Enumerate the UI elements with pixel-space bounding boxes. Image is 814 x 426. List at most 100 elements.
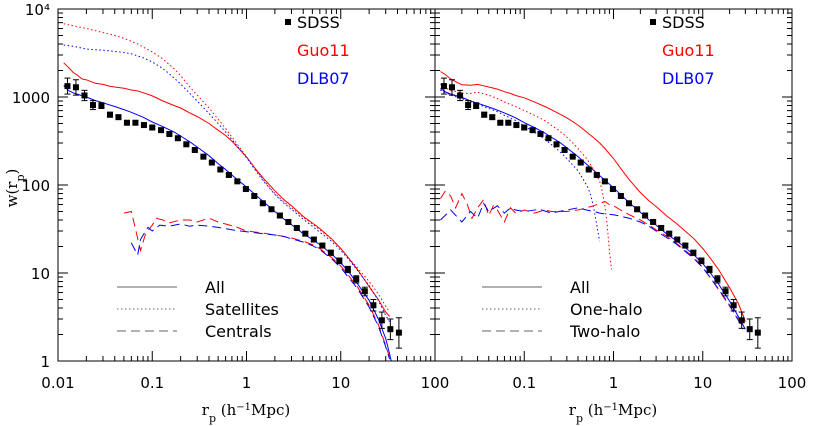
left-sdss-point — [81, 89, 88, 102]
right-legend-sdss-marker — [650, 19, 656, 25]
left-sdss-point — [140, 122, 147, 129]
left-sdss-point — [217, 166, 224, 173]
panel-right: SDSS Guo11 DLB07 All One-halo Two-halo rp (h−… — [434, 8, 806, 425]
left-sdss-point — [166, 130, 173, 137]
left-sdss-point — [251, 192, 258, 199]
left-sdss-point — [106, 111, 113, 118]
left-sdss-point — [234, 178, 241, 185]
right-sdss-point — [529, 127, 536, 134]
left-sdss-point — [268, 206, 275, 213]
left-sdss-point — [293, 224, 300, 231]
right-sdss-point — [473, 102, 480, 110]
right-sdss-points — [440, 77, 761, 349]
y-tick-label: 1000 — [12, 89, 50, 107]
right-sdss-point — [457, 89, 464, 102]
right-sdss-point — [513, 122, 520, 129]
left-legend-dashed-label: Centrals — [205, 322, 272, 341]
right-sdss-point — [505, 119, 512, 126]
y-tick-label: 10 — [31, 265, 50, 283]
left-sdss-point — [149, 124, 156, 131]
left-sdss-point — [387, 318, 394, 341]
left-sdss-point — [72, 79, 79, 96]
right-sdss-point — [569, 153, 576, 160]
right-legend-dotted-label: One-halo — [570, 300, 643, 319]
right-sdss-point — [738, 311, 745, 329]
left-sdss-point — [319, 242, 326, 249]
left-legend-dlb07-label: DLB07 — [297, 69, 350, 88]
left-sdss-point — [98, 102, 105, 110]
y-tick-label: 10⁴ — [25, 1, 50, 19]
right-dlb07-dotted-line — [440, 89, 601, 242]
left-legend-dotted-label: Satellites — [205, 300, 279, 319]
left-sdss-point — [285, 218, 292, 225]
right-legend-dashed-label: Two-halo — [569, 322, 640, 341]
left-sdss-point — [89, 100, 96, 111]
right-sdss-point — [448, 79, 455, 96]
right-guo11-solid-line — [440, 71, 746, 322]
right-x-tick-label: 10 — [693, 374, 712, 392]
right-sdss-point — [754, 317, 761, 349]
left-sdss-point — [132, 119, 139, 126]
right-dlb07-dashed-line — [440, 202, 744, 330]
panel-left: SDSS Guo11 DLB07 All Satellites Centrals rp (… — [12, 1, 450, 425]
left-legend: SDSS Guo11 DLB07 All Satellites Centrals — [117, 13, 350, 341]
right-legend: SDSS Guo11 DLB07 All One-halo Two-halo — [482, 13, 715, 341]
left-sdss-point — [64, 77, 71, 95]
left-sdss-point — [259, 200, 266, 207]
left-sdss-point — [378, 311, 385, 329]
right-sdss-point — [682, 242, 689, 249]
right-sdss-point — [634, 206, 641, 213]
left-dlb07-dashed-line — [130, 223, 391, 360]
right-sdss-point — [722, 286, 729, 297]
left-x-tick-label: 0.01 — [41, 374, 74, 392]
left-legend-guo11-label: Guo11 — [297, 41, 350, 60]
y-tick-label: 1 — [40, 353, 50, 371]
right-legend-solid-label: All — [570, 278, 590, 297]
right-sdss-point — [489, 114, 496, 121]
right-sdss-point — [561, 146, 568, 153]
left-sdss-point — [327, 249, 334, 256]
right-ticks — [434, 9, 792, 362]
left-x-tick-label: 100 — [421, 374, 450, 392]
left-sdss-point — [395, 317, 402, 349]
left-legend-solid-label: All — [205, 278, 225, 297]
left-sdss-point — [183, 141, 190, 148]
left-sdss-points — [64, 77, 402, 349]
left-sdss-point — [353, 275, 360, 284]
right-sdss-point — [617, 192, 624, 199]
right-sdss-point — [585, 166, 592, 173]
left-guo11-dashed-line — [123, 210, 391, 358]
right-sdss-point — [730, 298, 737, 312]
left-sdss-point — [225, 171, 232, 178]
left-sdss-point — [174, 135, 181, 142]
left-x-tick-label: 10 — [331, 374, 350, 392]
right-sdss-point — [609, 186, 616, 193]
right-series-layer — [439, 71, 746, 330]
left-guo11-dotted-line — [63, 23, 391, 313]
right-sdss-point — [690, 249, 697, 256]
left-sdss-point — [115, 114, 122, 121]
right-legend-sdss-label: SDSS — [662, 13, 705, 32]
right-x-axis-title: rp (h−1Mpc) — [569, 401, 657, 425]
left-sdss-point — [276, 212, 283, 219]
left-sdss-point — [310, 236, 317, 243]
left-x-axis-title: rp (h−1Mpc) — [202, 401, 290, 425]
right-sdss-point — [577, 159, 584, 166]
right-sdss-point — [545, 135, 552, 142]
right-sdss-point — [674, 236, 681, 243]
left-x-tick-label: 0.1 — [140, 374, 164, 392]
right-sdss-point — [658, 224, 665, 231]
right-sdss-point — [465, 100, 472, 111]
left-sdss-point — [191, 146, 198, 153]
right-sdss-point — [593, 171, 600, 178]
left-sdss-point — [370, 298, 377, 312]
right-sdss-point — [698, 257, 705, 265]
left-sdss-point — [242, 186, 249, 193]
right-sdss-point — [497, 119, 504, 126]
right-sdss-point — [666, 230, 673, 237]
left-sdss-point — [361, 286, 368, 297]
left-legend-sdss-marker — [285, 19, 291, 25]
right-sdss-point — [553, 141, 560, 148]
left-sdss-point — [344, 265, 351, 274]
